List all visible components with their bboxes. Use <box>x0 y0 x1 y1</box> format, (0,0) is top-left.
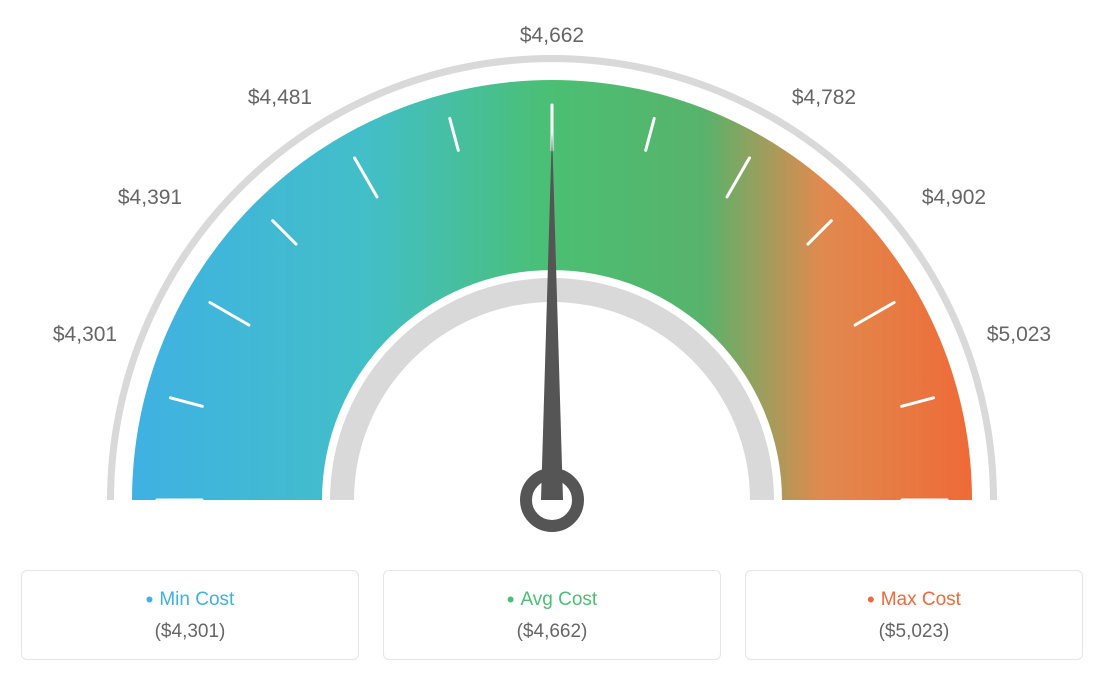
cost-gauge-widget: $4,301 $4,391 $4,481 $4,662 $4,782 $4,902 $5,0… <box>20 20 1084 660</box>
gauge-tick-label: $4,782 <box>792 86 856 110</box>
gauge-tick-label: $4,662 <box>520 24 584 48</box>
gauge-tick-label: $4,391 <box>118 186 182 210</box>
gauge-svg <box>20 20 1084 560</box>
gauge-tick-label: $4,481 <box>248 86 312 110</box>
legend-value-avg: ($4,662) <box>394 621 710 643</box>
legend-title-text-max: Max Cost <box>881 589 961 610</box>
gauge-tick-label: $4,902 <box>922 186 986 210</box>
legend-value-max: ($5,023) <box>756 621 1072 643</box>
gauge-tick-label: $4,301 <box>53 323 117 347</box>
legend-row: •Min Cost ($4,301) •Avg Cost ($4,662) •M… <box>20 570 1084 660</box>
legend-title-text-avg: Avg Cost <box>520 589 597 610</box>
legend-title-avg: •Avg Cost <box>394 589 710 611</box>
legend-title-min: •Min Cost <box>32 589 348 611</box>
legend-card-max: • Max Cost ($5,023) <box>745 570 1083 660</box>
legend-card-min: •Min Cost ($4,301) <box>21 570 359 660</box>
legend-title-max: • Max Cost <box>756 589 1072 611</box>
legend-title-text-min: Min Cost <box>159 589 234 610</box>
gauge-tick-label: $5,023 <box>987 323 1051 347</box>
legend-dot-avg: • <box>507 587 515 612</box>
legend-card-avg: •Avg Cost ($4,662) <box>383 570 721 660</box>
legend-value-min: ($4,301) <box>32 621 348 643</box>
legend-dot-min: • <box>146 587 154 612</box>
legend-dot-max: • <box>867 587 875 612</box>
gauge-area: $4,301 $4,391 $4,481 $4,662 $4,782 $4,902 $5,0… <box>20 20 1084 560</box>
